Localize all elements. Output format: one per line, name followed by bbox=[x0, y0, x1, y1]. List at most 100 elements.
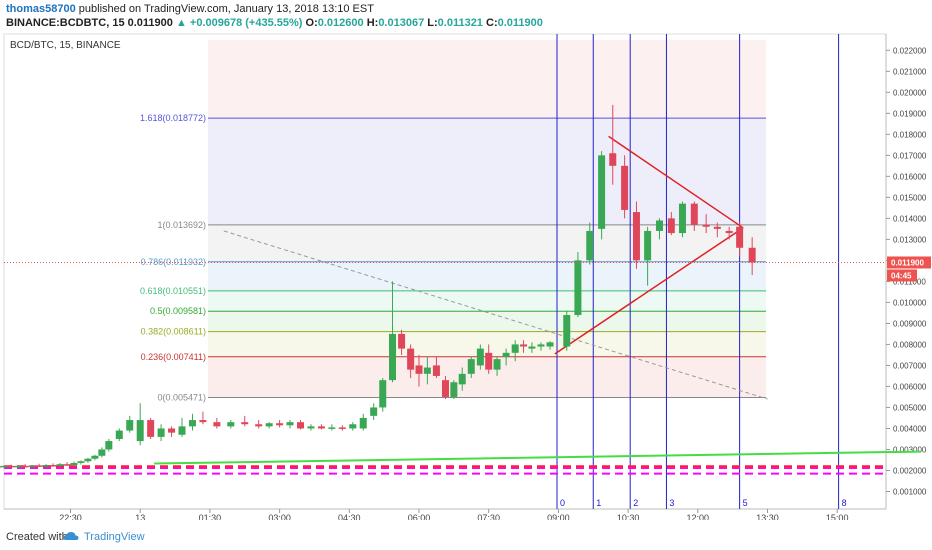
candle-body bbox=[126, 420, 134, 431]
candle bbox=[255, 420, 263, 429]
close-label: C: bbox=[486, 17, 498, 29]
y-tick-label: 0.007000 bbox=[893, 361, 927, 370]
candle-body bbox=[493, 359, 501, 370]
y-tick-label: 0.020000 bbox=[893, 88, 927, 97]
last-price: 0.011900 bbox=[127, 17, 173, 29]
y-tick-label: 0.019000 bbox=[893, 109, 927, 118]
price-chart[interactable]: BCD/BTC, 15, BINANCE 1.618(0.018772) 1(0.… bbox=[0, 0, 932, 520]
candle-body bbox=[586, 230, 594, 261]
created-with-label: Created with bbox=[6, 531, 68, 543]
fib-zone-band bbox=[208, 118, 766, 225]
x-tick-label: 15:00 bbox=[826, 513, 849, 520]
candle-body bbox=[678, 203, 686, 234]
y-tick-label: 0.002000 bbox=[893, 466, 927, 475]
candle-body bbox=[520, 344, 528, 347]
candle-body bbox=[359, 417, 367, 429]
candle bbox=[70, 461, 78, 467]
candle bbox=[286, 420, 294, 429]
candle-body bbox=[188, 420, 196, 427]
candle bbox=[702, 214, 710, 234]
candle-body bbox=[338, 427, 346, 429]
candle bbox=[338, 425, 346, 431]
candle bbox=[136, 403, 144, 446]
open-label: O: bbox=[305, 17, 318, 29]
candle bbox=[84, 457, 92, 463]
candle-body bbox=[423, 367, 431, 374]
candle bbox=[105, 438, 113, 452]
x-tick-label: 07:30 bbox=[477, 513, 500, 520]
candle bbox=[199, 411, 207, 425]
candle bbox=[77, 460, 85, 465]
candle-body bbox=[0, 466, 1, 468]
fib-level-label: 0(0.005471) bbox=[157, 393, 206, 403]
candle bbox=[379, 378, 387, 412]
price-tag-bg bbox=[887, 256, 931, 269]
candle-body bbox=[147, 420, 155, 437]
candle bbox=[349, 422, 357, 431]
green-support-trendline bbox=[154, 450, 921, 465]
candle-body bbox=[407, 348, 415, 370]
time-zone-label: 3 bbox=[669, 498, 674, 508]
candle-body bbox=[35, 465, 43, 467]
y-tick-label: 0.016000 bbox=[893, 172, 927, 181]
fib-level-label: 0.5(0.009581) bbox=[150, 306, 206, 316]
candle-body bbox=[328, 427, 336, 429]
countdown-label: 04:45 bbox=[891, 271, 912, 280]
y-tick-label: 0.015000 bbox=[893, 193, 927, 202]
triangle-upper-trendline bbox=[608, 135, 744, 229]
candle-body bbox=[178, 426, 186, 435]
low-value: 0.011321 bbox=[437, 17, 483, 29]
candle-body bbox=[98, 449, 106, 456]
candle-body bbox=[736, 226, 744, 248]
x-tick-label: 10:30 bbox=[617, 513, 640, 520]
x-tick-label: 06:00 bbox=[408, 513, 431, 520]
candle bbox=[265, 422, 273, 429]
y-tick-label: 0.004000 bbox=[893, 424, 927, 433]
candle bbox=[126, 415, 134, 433]
tradingview-brand-link[interactable]: TradingView bbox=[84, 531, 145, 543]
candle-body bbox=[528, 346, 536, 349]
candle-body bbox=[667, 218, 675, 234]
time-zone-label: 8 bbox=[842, 498, 847, 508]
fib-level-label: 0.786(0.011932) bbox=[141, 257, 206, 267]
y-tick-label: 0.017000 bbox=[893, 151, 927, 160]
y-tick-label: 0.003000 bbox=[893, 445, 927, 454]
candle bbox=[690, 201, 698, 231]
candle-body bbox=[702, 224, 710, 227]
candle-body bbox=[241, 422, 249, 425]
candle-body bbox=[598, 155, 606, 229]
candle-body bbox=[415, 365, 423, 374]
x-tick-label: 12:00 bbox=[687, 513, 710, 520]
x-tick-label: 09:00 bbox=[547, 513, 570, 520]
publish-info: published on TradingView.com, January 13… bbox=[78, 3, 374, 15]
candle-body bbox=[476, 348, 484, 366]
chart-header: thomas58700 published on TradingView.com… bbox=[0, 0, 932, 30]
candle bbox=[632, 201, 640, 269]
candle-body bbox=[713, 226, 721, 229]
author-link[interactable]: thomas58700 bbox=[6, 3, 76, 15]
candle bbox=[725, 226, 733, 240]
x-tick-label: 13 bbox=[135, 513, 145, 520]
candle-body bbox=[7, 465, 15, 468]
chart-title: BCD/BTC, 15, BINANCE bbox=[10, 40, 121, 51]
fib-zone-band bbox=[208, 261, 766, 291]
candle bbox=[493, 357, 501, 376]
candle-body bbox=[77, 461, 85, 463]
x-tick-label: 03:00 bbox=[268, 513, 291, 520]
y-tick-label: 0.021000 bbox=[893, 67, 927, 76]
candle bbox=[370, 403, 378, 421]
y-tick-label: 0.010000 bbox=[893, 298, 927, 307]
candle-body bbox=[458, 373, 466, 385]
candle bbox=[407, 344, 415, 379]
x-tick-label: 01:30 bbox=[199, 513, 222, 520]
candle bbox=[49, 463, 57, 467]
y-tick-label: 0.009000 bbox=[893, 319, 927, 328]
candle bbox=[115, 428, 123, 442]
y-tick-label: 0.022000 bbox=[893, 46, 927, 55]
candle-body bbox=[227, 422, 235, 427]
candle bbox=[736, 222, 744, 257]
high-label: H: bbox=[366, 17, 379, 29]
time-zone-label: 2 bbox=[633, 498, 638, 508]
candle-body bbox=[0, 465, 8, 468]
y-tick-label: 0.008000 bbox=[893, 340, 927, 349]
